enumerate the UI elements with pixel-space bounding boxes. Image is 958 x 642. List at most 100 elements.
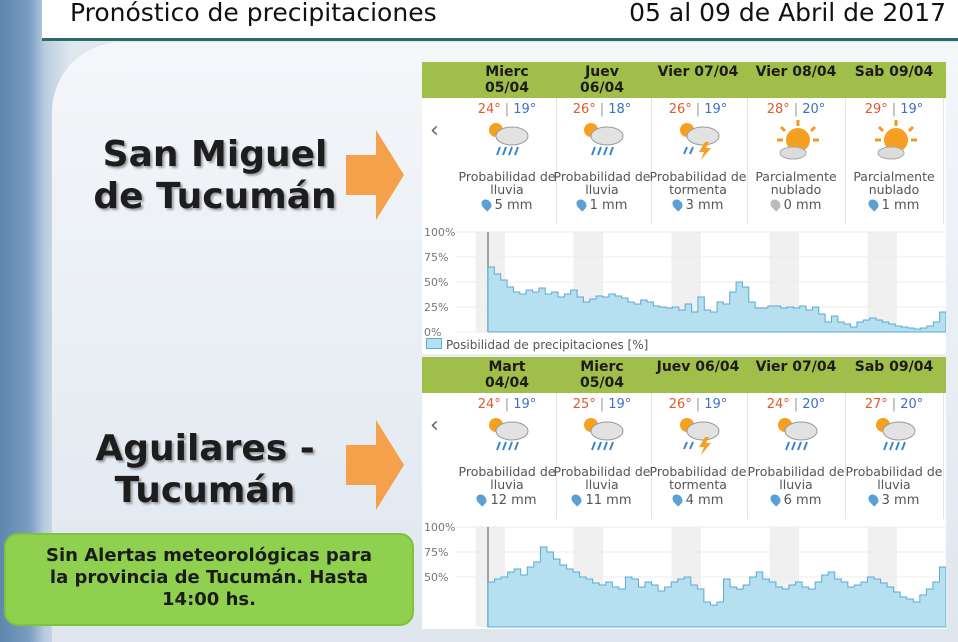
weather-description: Parcialmente nublado (755, 169, 837, 197)
raindrop-icon (768, 492, 783, 507)
header-bar: Pronóstico de precipitaciones 05 al 09 d… (42, 0, 958, 41)
sun-cloud-icon (871, 120, 921, 160)
temp-min: 20° (802, 397, 826, 412)
temperature: 28° | 20° (747, 102, 845, 117)
rain-cloud-sun-icon (773, 415, 823, 455)
temp-min: 19° (513, 397, 537, 412)
city-name-line1: San Miguel (102, 134, 328, 175)
temp-min: 19° (704, 397, 728, 412)
temp-min: 19° (513, 102, 537, 117)
precip-area (487, 546, 946, 628)
temperature: 24° | 19° (458, 102, 556, 117)
day-forecast-cell[interactable]: 24° | 19° Probabilidad de lluvia 12 mm (458, 393, 557, 519)
weather-description: Probabilidad de tormenta (649, 464, 747, 492)
day-forecast-cell[interactable]: 26° | 18° Probabilidad de lluvia 1 mm (553, 98, 652, 224)
raindrop-icon (768, 197, 783, 212)
temperature: 24° | 19° (458, 397, 556, 412)
legend-label: Posibilidad de precipitaciones [%] (446, 338, 649, 352)
weather-description: Probabilidad de lluvia (553, 464, 651, 492)
precip-chart: 100% 75% 50% 25% 0% (424, 226, 946, 336)
temp-max: 28° (766, 102, 790, 117)
alert-line3: 14:00 hs. (162, 589, 256, 610)
day-header: Mierc 05/04 (484, 64, 530, 96)
precip-amount: 4 mm (649, 492, 747, 508)
precip-amount: 1 mm (845, 197, 943, 213)
previous-chevron-icon[interactable]: ‹ (430, 118, 439, 143)
temp-max: 26° (668, 397, 692, 412)
day-header: Mierc 05/04 (579, 359, 625, 391)
y-tick-label: 25% (424, 301, 448, 314)
temp-separator: | (891, 397, 897, 412)
temp-separator: | (504, 397, 510, 412)
precip-amount: 3 mm (649, 197, 747, 213)
y-tick-label: 0% (424, 326, 441, 336)
page-title: Pronóstico de precipitaciones (70, 0, 437, 27)
day-header: Juev 06/04 (656, 359, 740, 375)
temp-max: 29° (864, 102, 888, 117)
day-forecast-cell[interactable]: 25° | 19° Probabilidad de lluvia 11 mm (553, 393, 652, 519)
city-label-aguilares: Aguilares - Tucumán (70, 428, 340, 512)
temp-separator: | (599, 102, 605, 117)
temp-separator: | (793, 102, 799, 117)
raindrop-icon (569, 492, 585, 507)
temp-min: 19° (608, 397, 632, 412)
previous-chevron-icon[interactable]: ‹ (430, 413, 439, 438)
precip-amount: 3 mm (845, 492, 943, 508)
temp-separator: | (695, 397, 701, 412)
day-forecast-cell[interactable]: 24° | 19° Probabilidad de lluvia 5 mm (458, 98, 557, 224)
temp-max: 26° (668, 102, 692, 117)
temperature: 24° | 20° (747, 397, 845, 412)
weather-description: Probabilidad de lluvia (553, 169, 651, 197)
temp-separator: | (891, 102, 897, 117)
day-forecast-cell[interactable]: 26° | 19° Probabilidad de tormenta 3 mm (649, 98, 748, 224)
weather-description: Probabilidad de lluvia (458, 169, 556, 197)
temp-min: 20° (900, 397, 924, 412)
forecast-days-header: Mierc 05/04 Juev 06/04 Vier 07/04 Vier 08/… (422, 62, 946, 98)
alert-line1: Sin Alertas meteorológicas para (46, 545, 372, 566)
day-forecast-cell[interactable]: 27° | 20° Probabilidad de lluvia 3 mm (845, 393, 944, 519)
date-range: 05 al 09 de Abril de 2017 (629, 0, 946, 27)
alert-line2: la provincia de Tucumán. Hasta (49, 567, 369, 588)
raindrop-icon (866, 197, 881, 212)
raindrop-icon (866, 492, 881, 507)
temp-min: 18° (608, 102, 632, 117)
precip-amount: 5 mm (458, 197, 556, 213)
temperature: 26° | 18° (553, 102, 651, 117)
rain-cloud-sun-icon (579, 120, 629, 160)
arrow-right-icon (346, 420, 404, 510)
day-forecast-cell[interactable]: 28° | 20° Parcialmente nublado 0 mm (747, 98, 846, 224)
temperature: 27° | 20° (845, 397, 943, 412)
city-name-line2: de Tucumán (93, 176, 337, 217)
y-tick-label: 100% (424, 521, 455, 534)
day-forecast-cell[interactable]: 24° | 20° Probabilidad de lluvia 6 mm (747, 393, 846, 519)
day-forecast-cell[interactable]: 26° | 19° Probabilidad de tormenta 4 mm (649, 393, 748, 519)
forecast-days-header: Mart 04/04 Mierc 05/04 Juev 06/04 Vier 07/… (422, 357, 946, 393)
y-tick-label: 75% (424, 251, 448, 264)
temp-min: 20° (802, 102, 826, 117)
raindrop-icon (574, 197, 589, 212)
day-header: Vier 07/04 (755, 359, 837, 375)
temp-max: 24° (766, 397, 790, 412)
weather-description: Parcialmente nublado (853, 169, 935, 197)
temperature: 25° | 19° (553, 397, 651, 412)
day-forecast-cell[interactable]: 29° | 19° Parcialmente nublado 1 mm (845, 98, 944, 224)
precip-amount: 1 mm (553, 197, 651, 213)
rain-cloud-sun-icon (484, 120, 534, 160)
storm-cloud-sun-icon (675, 120, 725, 160)
weather-description: Probabilidad de lluvia (747, 464, 845, 492)
day-header: Juev 06/04 (579, 64, 625, 96)
raindrop-icon (670, 492, 685, 507)
temp-min: 19° (900, 102, 924, 117)
weather-description: Probabilidad de lluvia (458, 464, 556, 492)
precip-amount: 11 mm (553, 492, 651, 508)
raindrop-icon (474, 492, 490, 507)
alert-box: Sin Alertas meteorológicas para la provi… (4, 533, 414, 626)
day-header: Sab 09/04 (854, 64, 934, 80)
raindrop-icon (670, 197, 685, 212)
city-name-line2: Tucumán (114, 470, 296, 511)
day-header: Vier 07/04 (657, 64, 739, 80)
day-header: Mart 04/04 (484, 359, 530, 391)
temp-separator: | (695, 102, 701, 117)
precip-chart: 100% 75% 50% (424, 521, 946, 628)
temp-max: 25° (572, 397, 596, 412)
